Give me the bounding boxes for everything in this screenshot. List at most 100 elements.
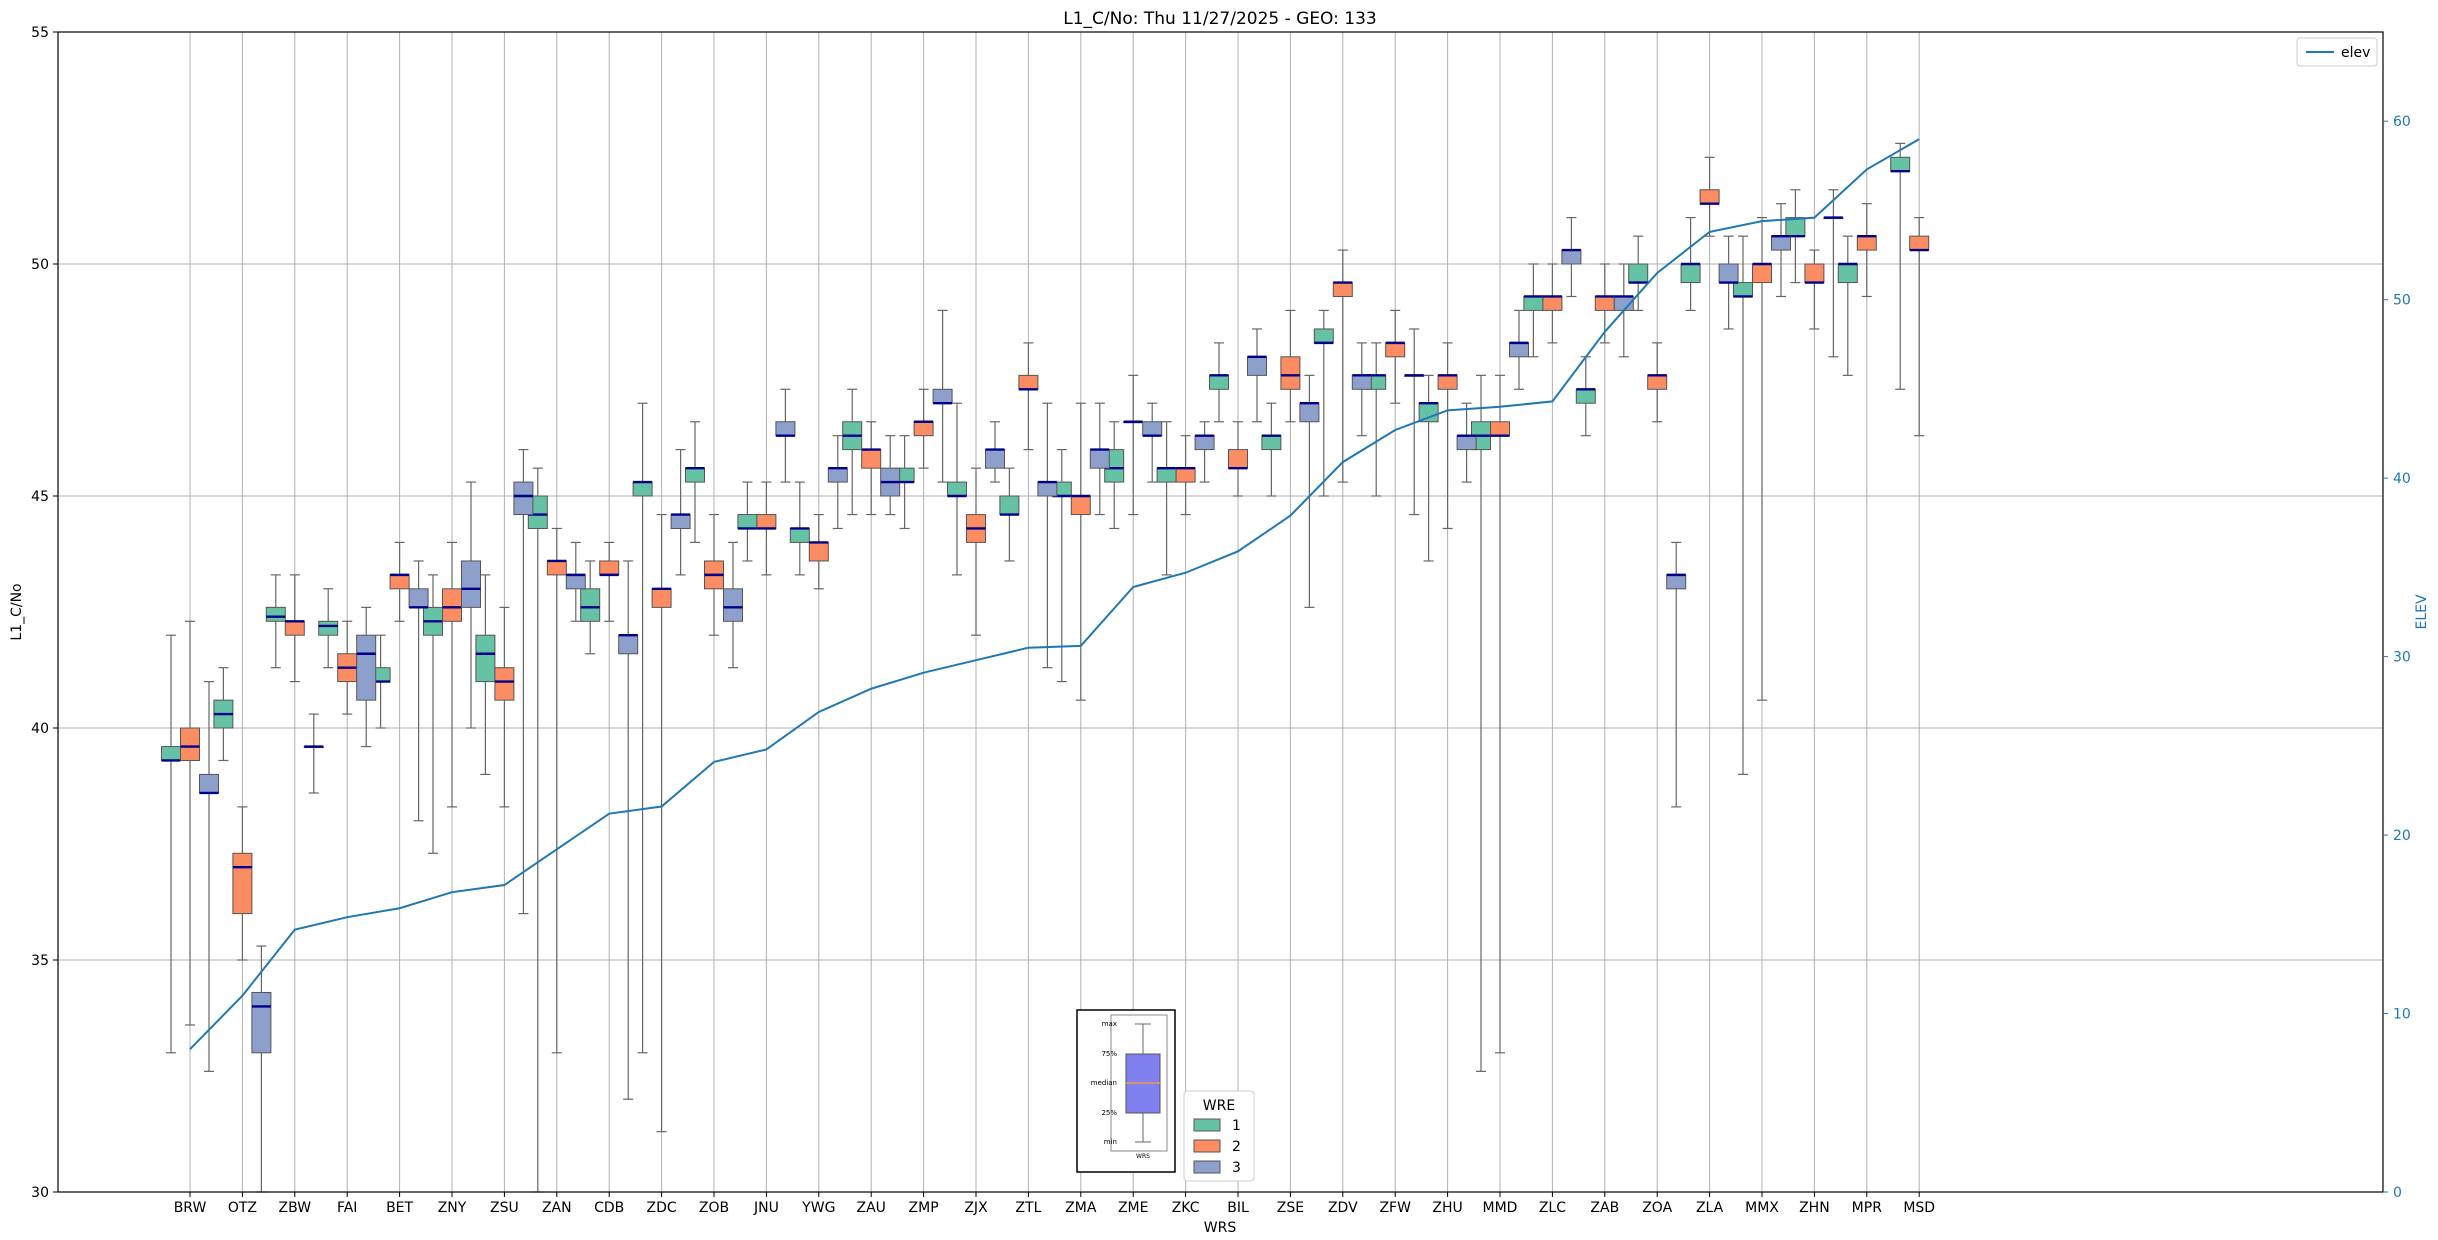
x-tick-label: ZBW [279,1200,312,1216]
wre-legend-swatch [1193,1118,1221,1132]
box-MSD-wre2 [1909,217,1930,437]
x-tick-label: ZNY [438,1200,467,1216]
x-tick-label: ZLC [1539,1200,1566,1216]
box-ZAN-wre3 [565,541,586,622]
box-iqr [1351,374,1372,390]
box-iqr [827,467,848,483]
box-iqr [808,541,829,562]
box-iqr [1575,388,1596,404]
x-tick-label: ZOB [699,1200,729,1216]
box-iqr [1666,574,1687,590]
y-tick-label: 55 [31,25,49,41]
x-tick-label: OTZ [228,1200,257,1216]
wre-legend-swatch [1193,1139,1221,1153]
chart-title: L1_C/No: Thu 11/27/2025 - GEO: 133 [1063,9,1376,29]
box-iqr [651,588,672,608]
box-iqr [1752,263,1772,284]
box-iqr [1490,421,1510,437]
box-ZME-wre1 [1104,421,1125,530]
box-BIL-wre2 [1228,421,1248,497]
y-tick-label: 40 [31,721,49,737]
box-ZSE-wre1 [1261,402,1282,497]
box-iqr [1070,495,1091,516]
box-FAI-wre1 [318,588,339,669]
box-ZDV-wre2 [1332,249,1353,483]
box-ZOB-wre2 [704,513,724,636]
x-tick-label: MMX [1745,1200,1779,1216]
box-ZMA-wre2 [1070,402,1091,701]
box-ZMP-wre2 [913,388,934,469]
y-tick-label: 45 [31,489,49,505]
elev-line [189,138,1920,1050]
wre-legend-label: 2 [1232,1139,1241,1155]
box-ZLC-wre2 [1542,263,1563,344]
box-ZDV-wre1 [1313,309,1334,497]
box-ZHN-wre1 [1785,189,1806,284]
box-ZTL-wre2 [1018,342,1039,451]
y-tick-label: 50 [31,257,49,273]
axes: BRW OTZ ZBW FAI BET ZNY ZSU ZAN CDB ZDC ZOB JNU YWG Z… [31,25,2411,1216]
y2-tick-label: 60 [2393,114,2411,130]
box-iqr [861,449,882,469]
wre-legend-label: 1 [1232,1118,1241,1134]
key-label: median [1091,1079,1117,1087]
box-ZHU-wre3 [1456,402,1477,483]
box-iqr [1647,374,1668,390]
box-OTZ-wre1 [213,667,234,762]
box-ZDC-wre2 [651,513,672,1133]
x-tick-label: ZKC [1172,1200,1200,1216]
y2-tick-label: 30 [2393,650,2411,666]
box-iqr [1247,356,1267,376]
plot-frame [57,31,2384,1193]
box-iqr [1909,235,1930,251]
box-ZTL-wre3 [1037,402,1058,669]
box-iqr [232,852,253,915]
box-iqr [1804,263,1825,284]
box-iqr [1523,295,1544,311]
box-iqr [1209,374,1229,390]
box-iqr [318,620,339,636]
box-iqr [1332,282,1353,297]
box-iqr [789,527,810,543]
box-iqr [513,481,534,516]
box-MSD-wre1 [1890,142,1911,390]
box-key-inset: max 75% median 25% min WRS [1076,1009,1176,1173]
key-label: 75% [1101,1050,1117,1058]
box-iqr [775,421,796,437]
y-tick-label: 30 [31,1185,49,1201]
box-CDB-wre1 [580,560,601,655]
key-xlabel: WRS [1136,1153,1150,1160]
box-ZAN-wre2 [546,527,567,1054]
box-iqr [947,481,967,497]
box-ZOA-wre3 [1666,541,1687,808]
box-iqr [546,560,567,576]
box-ZSE-wre3 [1299,374,1320,608]
box-MMD-wre1 [1471,374,1491,1072]
x-tick-label: ZDC [647,1200,677,1216]
box-ZTL-wre1 [999,467,1020,562]
elev-legend-label: elev [2341,45,2370,61]
box-iqr [1628,263,1649,284]
x-tick-label: MPR [1852,1200,1883,1216]
box-iqr [1718,263,1739,284]
box-iqr [565,574,586,590]
box-iqr [1680,263,1701,284]
box-ZAU-wre2 [861,421,882,516]
x-tick-label: BET [386,1200,413,1216]
box-iqr [756,514,777,529]
box-BIL-wre3 [1247,328,1267,423]
box-iqr [475,634,496,683]
box-ZFW-wre1 [1366,342,1387,497]
box-iqr [1089,449,1110,469]
box-BIL-wre1 [1209,342,1229,423]
box-iqr [985,449,1005,469]
box-iqr [1456,435,1477,451]
x-tick-label: ZMA [1065,1200,1097,1216]
box-ZKC-wre1 [1156,421,1177,576]
box-ZKC-wre3 [1194,421,1215,483]
wre-legend-title: WRE [1203,1098,1235,1114]
key-label: min [1104,1138,1117,1146]
box-series [161,142,1930,1193]
box-iqr [670,514,691,529]
